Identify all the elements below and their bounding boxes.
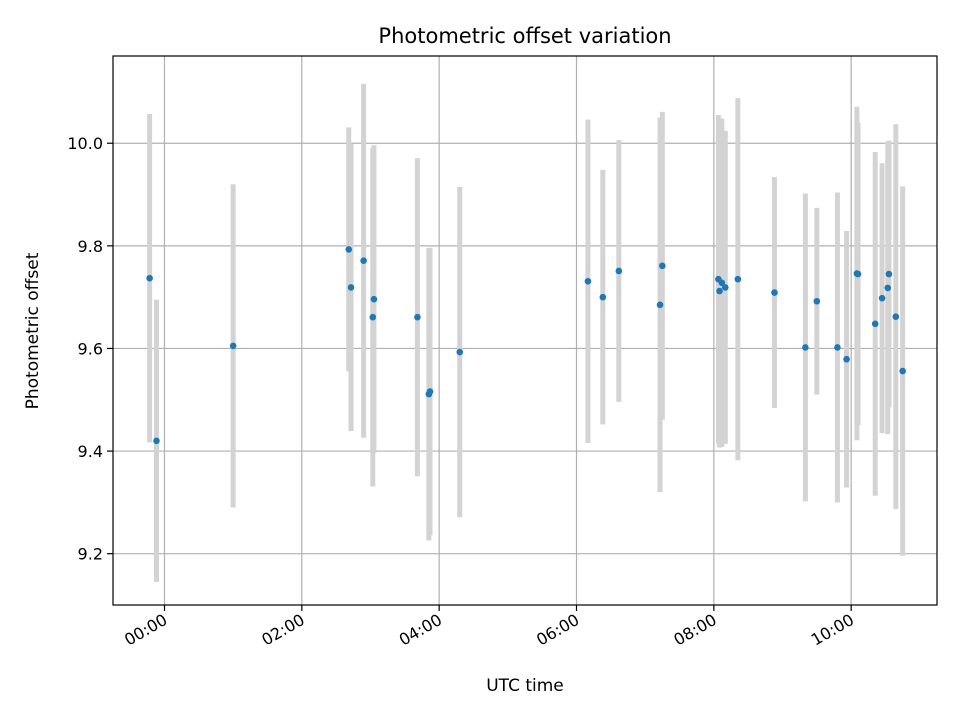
x-tick-label: 08:00 [670,610,719,650]
data-point [871,320,879,328]
data-point [360,257,367,265]
x-axis-title: UTC time [486,676,564,696]
x-tick-label: 00:00 [121,610,170,650]
data-point [659,262,666,270]
y-tick-label: 9.4 [78,442,103,461]
data-point [370,295,378,303]
data-point [369,313,377,321]
chart-title: Photometric offset variation [378,24,671,48]
data-point [345,246,353,253]
data-point [734,275,742,283]
data-point [426,388,434,395]
grid-lines [113,56,937,605]
y-axis-ticks: 9.2 9.4 9.6 9.8 10.0 [67,134,113,564]
y-axis-title: Photometric offset [23,252,43,409]
data-point [885,270,893,278]
data-point [716,287,723,295]
data-point [153,437,160,445]
data-point [229,342,237,350]
data-point [456,348,464,356]
y-tick-label: 10.0 [67,134,103,153]
data-point [146,274,153,282]
data-point [414,313,421,321]
y-tick-label: 9.6 [78,339,103,358]
data-point [599,293,607,301]
data-point [802,344,809,351]
y-tick-label: 9.2 [78,545,103,564]
data-point [884,284,892,292]
data-point [899,367,906,375]
data-point [584,277,592,285]
data-point [878,294,886,302]
plot-frame [112,55,938,606]
data-point [892,313,900,320]
y-tick-label: 9.8 [78,237,103,256]
x-axis-ticks: 00:00 02:00 04:00 06:00 08:00 10:00 [121,605,857,650]
x-tick-label: 04:00 [396,610,445,650]
data-point [718,279,726,287]
data-point [843,355,850,363]
data-point [854,270,862,278]
x-tick-label: 06:00 [533,610,582,650]
data-points [146,246,906,445]
data-point [834,344,841,351]
data-point [771,289,778,296]
x-tick-label: 02:00 [258,610,307,650]
data-point [721,284,729,291]
x-tick-label: 10:00 [808,610,857,650]
data-point [615,267,623,275]
error-bars [147,83,906,582]
data-point [813,297,821,305]
data-point [347,284,355,291]
data-point [656,301,664,309]
